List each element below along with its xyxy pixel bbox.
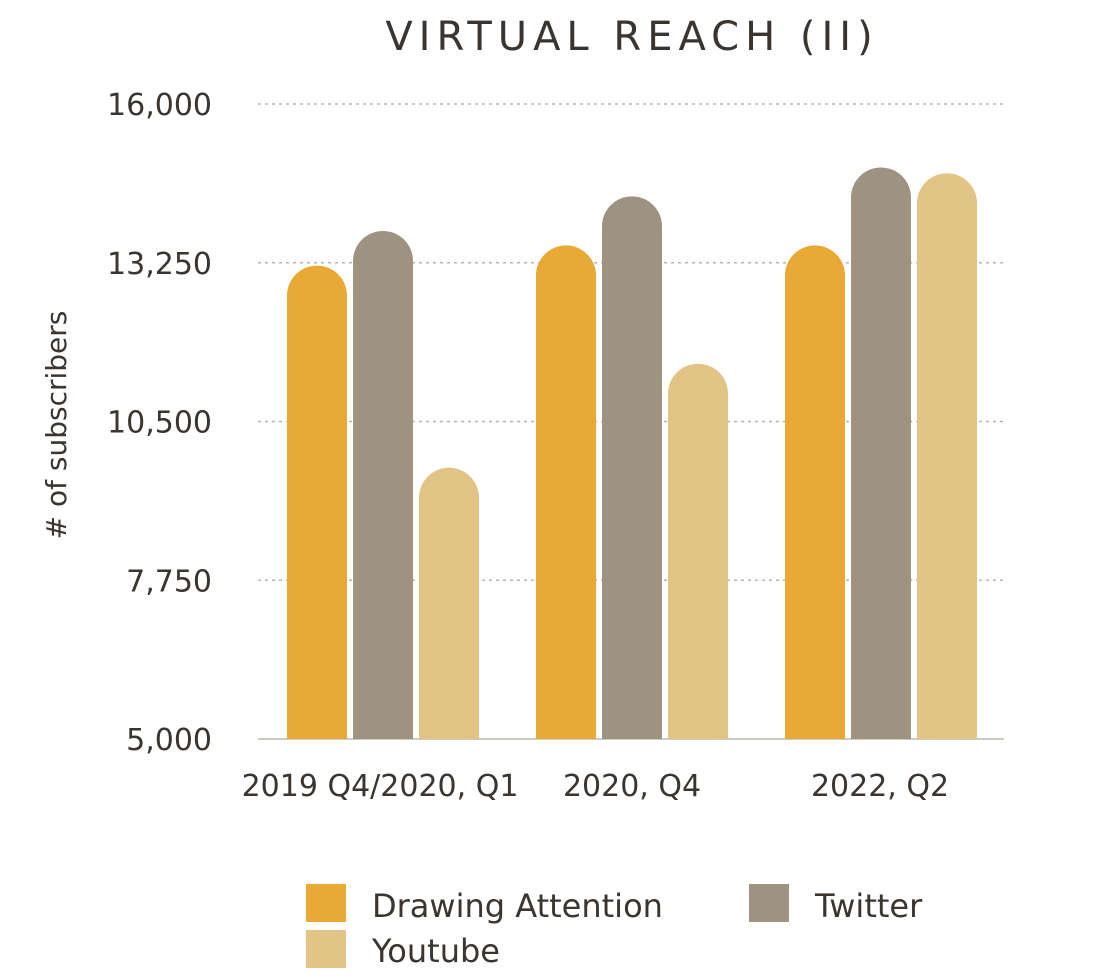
x-tick-label: 2022, Q2 — [811, 769, 949, 804]
legend-swatch — [749, 884, 789, 922]
axis-ticks: 5,000 7,750 10,500 13,250 16,000 2019 Q4/2020… — [107, 88, 949, 804]
legend-label: Drawing Attention — [372, 887, 663, 925]
legend: Drawing Attention Twitter Youtube — [306, 884, 923, 970]
bar — [917, 173, 977, 740]
bar — [419, 467, 479, 739]
bar — [602, 196, 662, 739]
y-tick-label: 16,000 — [107, 88, 212, 123]
bar — [536, 245, 596, 739]
bar — [668, 363, 728, 739]
y-tick-label: 7,750 — [126, 564, 212, 599]
y-axis-label: # of subscribers — [40, 311, 73, 540]
x-tick-label: 2019 Q4/2020, Q1 — [242, 769, 519, 804]
legend-label: Youtube — [371, 932, 500, 970]
y-tick-label: 13,250 — [107, 247, 212, 282]
y-tick-label: 10,500 — [107, 406, 212, 441]
bar — [287, 265, 347, 739]
y-tick-label: 5,000 — [126, 723, 212, 758]
x-tick-label: 2020, Q4 — [563, 769, 701, 804]
bar — [353, 231, 413, 739]
bar — [785, 245, 845, 739]
bars — [287, 167, 977, 740]
bar — [851, 167, 911, 739]
legend-label: Twitter — [814, 887, 923, 925]
legend-swatch — [306, 930, 346, 968]
legend-swatch — [306, 884, 346, 922]
chart-title: VIRTUAL REACH (II) — [385, 14, 878, 60]
